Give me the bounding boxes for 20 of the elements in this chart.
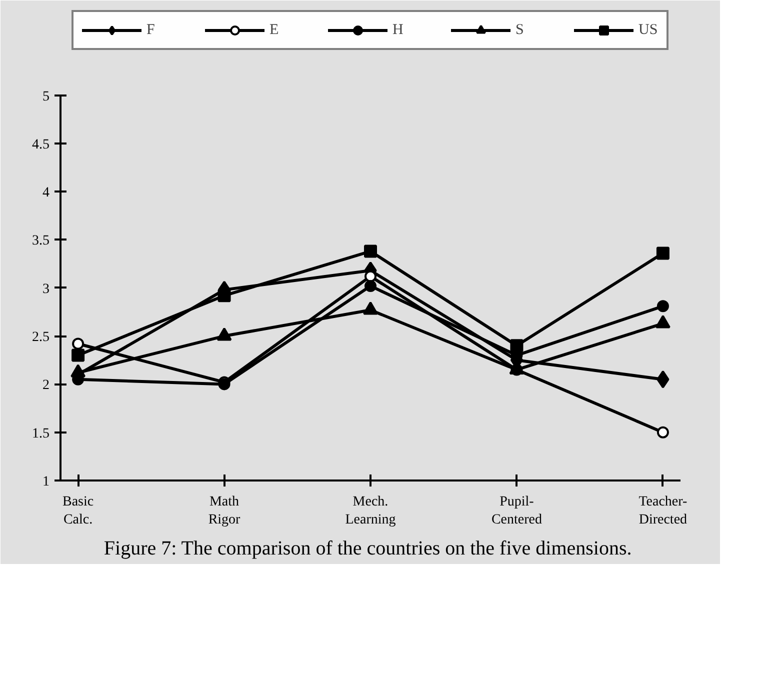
y-tick-label: 2 xyxy=(42,378,50,394)
legend-label: F xyxy=(146,22,156,38)
x-tick-label: Mech. Learning xyxy=(345,494,396,528)
y-tick-label: 1.5 xyxy=(32,426,50,442)
x-tick-label: Teacher-Directed xyxy=(638,494,688,528)
y-tick-label: 2.5 xyxy=(32,330,50,346)
legend-label: US xyxy=(638,22,658,38)
legend-label: H xyxy=(392,22,404,38)
x-tick-label: Basic Calc. xyxy=(62,494,94,528)
x-tick-label: Math Rigor xyxy=(208,494,241,528)
legend-label: E xyxy=(270,22,280,38)
legend-label: S xyxy=(516,22,525,38)
y-tick-label: 4.5 xyxy=(32,137,50,152)
y-tick-label: 1 xyxy=(42,474,50,490)
y-tick-label: 3.5 xyxy=(32,234,50,249)
caption: Figure 7: The comparison of the countries on the five dimensions. xyxy=(104,538,632,560)
x-tick-label: Pupil-Centered xyxy=(491,494,542,528)
y-tick-label: 4 xyxy=(42,186,50,201)
y-tick-label: 3 xyxy=(42,282,50,297)
y-tick-label: 5 xyxy=(42,89,50,104)
